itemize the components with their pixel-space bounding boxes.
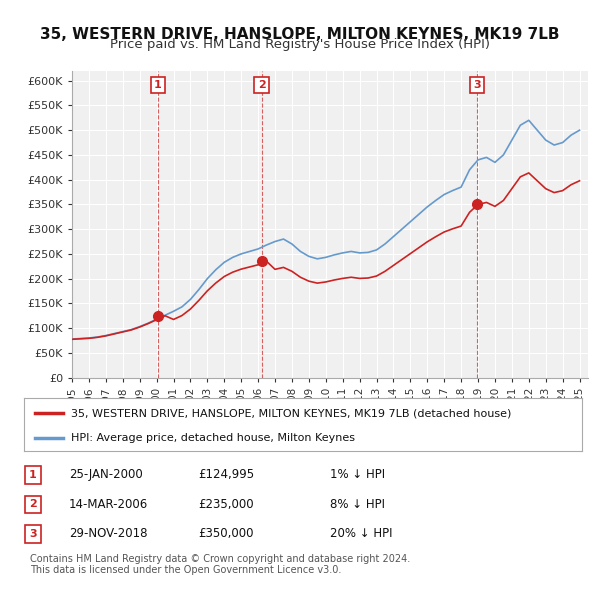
Text: 14-MAR-2006: 14-MAR-2006 [69, 498, 148, 511]
Text: 3: 3 [473, 80, 481, 90]
Text: 29-NOV-2018: 29-NOV-2018 [69, 527, 148, 540]
Text: 1: 1 [29, 470, 37, 480]
Text: 2: 2 [258, 80, 266, 90]
Text: £124,995: £124,995 [198, 468, 254, 481]
Text: 25-JAN-2000: 25-JAN-2000 [69, 468, 143, 481]
Text: 1: 1 [154, 80, 161, 90]
Text: 35, WESTERN DRIVE, HANSLOPE, MILTON KEYNES, MK19 7LB (detached house): 35, WESTERN DRIVE, HANSLOPE, MILTON KEYN… [71, 408, 512, 418]
Text: 3: 3 [29, 529, 37, 539]
Text: 20% ↓ HPI: 20% ↓ HPI [330, 527, 392, 540]
Text: £350,000: £350,000 [198, 527, 254, 540]
Text: Contains HM Land Registry data © Crown copyright and database right 2024.
This d: Contains HM Land Registry data © Crown c… [30, 553, 410, 575]
Text: 2: 2 [29, 500, 37, 509]
Text: £235,000: £235,000 [198, 498, 254, 511]
Text: 1% ↓ HPI: 1% ↓ HPI [330, 468, 385, 481]
Text: 8% ↓ HPI: 8% ↓ HPI [330, 498, 385, 511]
Text: HPI: Average price, detached house, Milton Keynes: HPI: Average price, detached house, Milt… [71, 433, 355, 443]
Text: Price paid vs. HM Land Registry's House Price Index (HPI): Price paid vs. HM Land Registry's House … [110, 38, 490, 51]
Text: 35, WESTERN DRIVE, HANSLOPE, MILTON KEYNES, MK19 7LB: 35, WESTERN DRIVE, HANSLOPE, MILTON KEYN… [40, 27, 560, 41]
